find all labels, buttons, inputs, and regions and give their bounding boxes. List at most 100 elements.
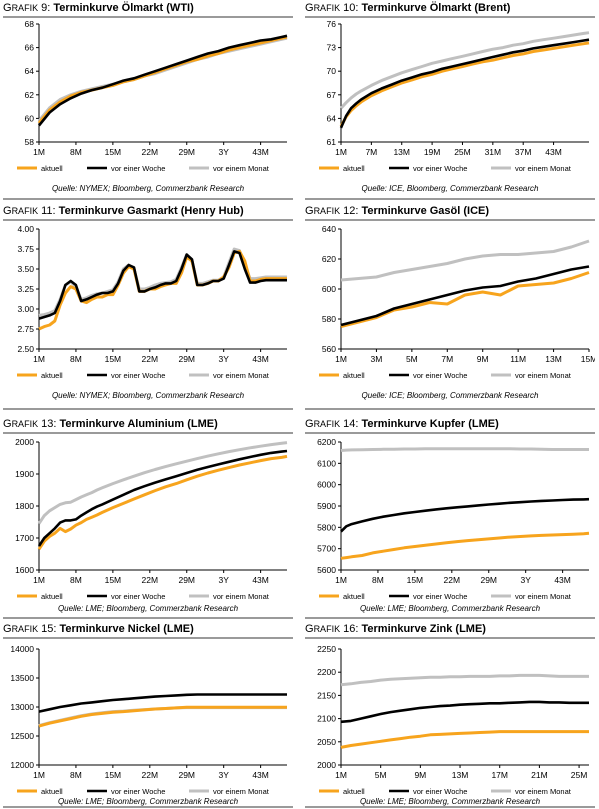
series-line-aktuell xyxy=(340,531,590,560)
title-rule xyxy=(305,219,595,221)
y-tick-label: 3.25 xyxy=(17,284,34,294)
y-tick-label: 580 xyxy=(322,314,336,324)
series-line-monat xyxy=(37,36,288,122)
y-tick-label: 2200 xyxy=(317,667,336,677)
x-tick-label: 3M xyxy=(371,354,383,364)
y-tick-label: 67 xyxy=(327,90,337,100)
x-tick-label: 9M xyxy=(414,770,426,780)
y-tick-label: 64 xyxy=(327,113,337,123)
series-line-woche xyxy=(340,700,589,724)
source-note: Quelle: LME; Bloomberg, Commerzbank Rese… xyxy=(359,604,541,613)
legend-label-woche: vor einer Woche xyxy=(413,592,467,601)
x-tick-label: 1M xyxy=(33,575,45,585)
y-tick-label: 2150 xyxy=(317,690,336,700)
y-tick-label: 62 xyxy=(25,90,35,100)
panel-title: GRAFIK 12: Terminkurve Gasöl (ICE) xyxy=(305,205,490,217)
x-tick-label: 25M xyxy=(454,147,471,157)
source-note: Quelle: NYMEX; Bloomberg, Commerzbank Re… xyxy=(51,391,245,400)
y-tick-label: 14000 xyxy=(10,645,34,654)
legend-label-monat: vor einem Monat xyxy=(213,787,270,796)
x-tick-label: 3Y xyxy=(218,147,229,157)
y-tick-label: 70 xyxy=(327,66,337,76)
legend-label-aktuell: aktuell xyxy=(343,787,365,796)
chart-svg-kupfer: 5600 5700 5800 5900 6000 6100 6200 1M 8M 15M 22M 29… xyxy=(317,438,590,601)
x-tick-label: 8M xyxy=(372,575,384,585)
x-tick-label: 9M xyxy=(477,354,489,364)
x-tick-label: 43M xyxy=(545,147,562,157)
y-tick-label: 1800 xyxy=(15,501,34,511)
x-tick-label: 7M xyxy=(441,354,453,364)
row-divider xyxy=(3,617,293,619)
x-tick-label: 1M xyxy=(335,354,347,364)
panel-title: GRAFIK 15: Terminkurve Nickel (LME) xyxy=(3,623,194,635)
title-rule xyxy=(305,432,595,434)
chart-panel-nickel: GRAFIK 15: Terminkurve Nickel (LME) 1200… xyxy=(3,623,293,809)
legend-label-woche: vor einer Woche xyxy=(413,371,467,380)
y-tick-label: 13500 xyxy=(10,673,34,683)
source-note: Quelle: ICE; Bloomberg, Commerzbank Rese… xyxy=(361,391,539,400)
chart-svg-zink: 2000 2050 2100 2150 2200 2250 1M 5M 9M 13M 17M 21M 2… xyxy=(317,645,589,796)
x-tick-label: 25M xyxy=(571,770,588,780)
panel-title: GRAFIK 11: Terminkurve Gasmarkt (Henry H… xyxy=(3,205,244,217)
y-tick-label: 3.50 xyxy=(17,264,34,274)
x-tick-label: 13M xyxy=(452,770,469,780)
x-tick-label: 7M xyxy=(365,147,377,157)
x-tick-label: 29M xyxy=(178,147,195,157)
x-tick-label: 5M xyxy=(375,770,387,780)
x-tick-label: 31M xyxy=(485,147,502,157)
series-line-woche xyxy=(37,34,288,127)
chart-svg-henry-hub: 2.50 2.75 3.00 3.25 3.50 3.75 4.00 1M 8M 15M 22M 29… xyxy=(17,225,287,380)
legend-label-aktuell: aktuell xyxy=(41,787,63,796)
series-line-aktuell xyxy=(340,730,589,749)
x-tick-label: 22M xyxy=(142,147,159,157)
title-rule xyxy=(305,637,595,639)
panel-title: GRAFIK 14: Terminkurve Kupfer (LME) xyxy=(305,418,499,430)
x-tick-label: 11M xyxy=(510,354,526,364)
x-tick-label: 8M xyxy=(70,575,82,585)
legend-label-aktuell: aktuell xyxy=(41,592,63,601)
source-note: Quelle: LME; Bloomberg, Commerzbank Rese… xyxy=(57,797,239,806)
x-tick-label: 8M xyxy=(70,147,82,157)
x-tick-label: 1M xyxy=(33,354,45,364)
chart-panel-wti: GRAFIK 9: Terminkurve Ölmarkt (WTI) 58 60… xyxy=(3,2,293,202)
row-divider xyxy=(3,198,293,200)
x-tick-label: 1M xyxy=(33,147,45,157)
y-tick-label: 3.75 xyxy=(17,244,34,254)
chart-panel-zink: GRAFIK 16: Terminkurve Zink (LME) 2000 20… xyxy=(305,623,595,809)
y-tick-label: 64 xyxy=(25,66,35,76)
x-tick-label: 43M xyxy=(252,575,269,585)
series-line-monat xyxy=(339,31,590,110)
series-line-woche xyxy=(340,265,590,327)
y-tick-label: 4.00 xyxy=(17,225,34,234)
row-divider xyxy=(305,806,595,808)
source-note: Quelle: LME; Bloomberg, Commerzbank Rese… xyxy=(57,604,239,613)
series-line-woche xyxy=(340,497,590,533)
panel-title: GRAFIK 13: Terminkurve Aluminium (LME) xyxy=(3,418,218,430)
title-rule xyxy=(3,16,293,18)
x-tick-label: 43M xyxy=(252,354,269,364)
legend-label-woche: vor einer Woche xyxy=(111,164,165,173)
x-tick-label: 15M xyxy=(105,147,122,157)
panel-title: GRAFIK 9: Terminkurve Ölmarkt (WTI) xyxy=(3,2,194,14)
x-tick-label: 19M xyxy=(424,147,441,157)
legend-label-monat: vor einem Monat xyxy=(515,592,572,601)
series-line-woche xyxy=(37,449,288,547)
series-line-aktuell xyxy=(37,454,288,551)
x-tick-label: 29M xyxy=(178,354,195,364)
legend-label-aktuell: aktuell xyxy=(343,371,365,380)
chart-panel-kupfer: GRAFIK 14: Terminkurve Kupfer (LME) 5600… xyxy=(305,418,595,618)
series-line-aktuell xyxy=(38,249,287,331)
source-note: Quelle: LME; Bloomberg, Commerzbank Rese… xyxy=(359,797,541,806)
source-note: Quelle: ICE, Bloomberg, Commerzbank Rese… xyxy=(361,184,539,193)
x-tick-label: 22M xyxy=(142,575,159,585)
x-tick-label: 29M xyxy=(178,770,195,780)
legend-label-aktuell: aktuell xyxy=(41,371,63,380)
x-tick-label: 29M xyxy=(178,575,195,585)
legend-label-aktuell: aktuell xyxy=(343,592,365,601)
legend-label-aktuell: aktuell xyxy=(41,164,63,173)
x-tick-label: 5M xyxy=(406,354,418,364)
y-tick-label: 3.00 xyxy=(17,304,34,314)
title-rule xyxy=(305,16,595,18)
y-tick-label: 1900 xyxy=(15,469,34,479)
legend-label-monat: vor einem Monat xyxy=(515,164,572,173)
